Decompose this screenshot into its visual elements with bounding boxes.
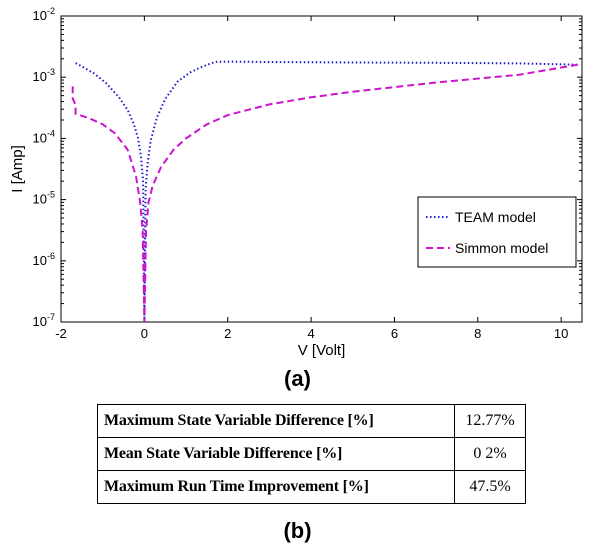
y-tick-label-exponent: -5 [47, 190, 55, 200]
row-value: 47.5% [454, 470, 526, 504]
y-axis-label: I [Amp] [9, 145, 26, 193]
y-tick-label-exponent: -4 [47, 128, 55, 138]
y-tick-label: 10-5 [33, 190, 55, 207]
row-label: Maximum State Variable Difference [%] [97, 404, 455, 438]
y-tick-label-base: 10 [33, 314, 47, 329]
y-tick-label-base: 10 [33, 69, 47, 84]
y-tick-label-exponent: -7 [47, 312, 55, 322]
x-tick-label: 6 [391, 326, 398, 341]
y-tick-label-base: 10 [33, 253, 47, 268]
legend-label: TEAM model [455, 209, 536, 225]
x-tick-label: 10 [554, 326, 568, 341]
table-row: Maximum State Variable Difference [%] 12… [97, 404, 526, 438]
y-tick-label-base: 10 [33, 192, 47, 207]
y-tick-label: 10-7 [33, 312, 55, 329]
figure-caption-b: (b) [283, 518, 312, 543]
x-tick-label: 8 [474, 326, 481, 341]
y-tick-label-exponent: -6 [47, 251, 55, 261]
y-tick-label-exponent: -3 [47, 67, 55, 77]
statistics-table: Maximum State Variable Difference [%] 12… [97, 404, 526, 504]
x-tick-label: 2 [224, 326, 231, 341]
y-tick-label: 10-2 [33, 6, 55, 23]
series-line-1 [71, 63, 578, 323]
row-value: 0 2% [454, 437, 526, 471]
table-row: Mean State Variable Difference [%] 0 2% [97, 437, 526, 471]
row-label: Mean State Variable Difference [%] [97, 437, 455, 471]
table-row: Maximum Run Time Improvement [%] 47.5% [97, 470, 526, 504]
x-tick-label: -2 [55, 326, 67, 341]
figure-caption-a: (a) [284, 366, 311, 391]
y-tick-label: 10-4 [33, 128, 55, 145]
row-label: Maximum Run Time Improvement [%] [97, 470, 455, 504]
plot-frame [60, 15, 583, 323]
y-tick-label: 10-3 [33, 67, 55, 84]
row-value: 12.77% [454, 404, 526, 438]
y-tick-label-base: 10 [33, 8, 47, 23]
y-tick-label-base: 10 [33, 130, 47, 145]
x-axis-label: V [Volt] [298, 342, 346, 359]
x-tick-label: 4 [307, 326, 314, 341]
legend-box [417, 196, 577, 268]
x-tick-label: 0 [141, 326, 148, 341]
y-tick-label: 10-6 [33, 251, 55, 268]
y-tick-label-exponent: -2 [47, 6, 55, 16]
legend-label: Simmon model [455, 240, 548, 256]
